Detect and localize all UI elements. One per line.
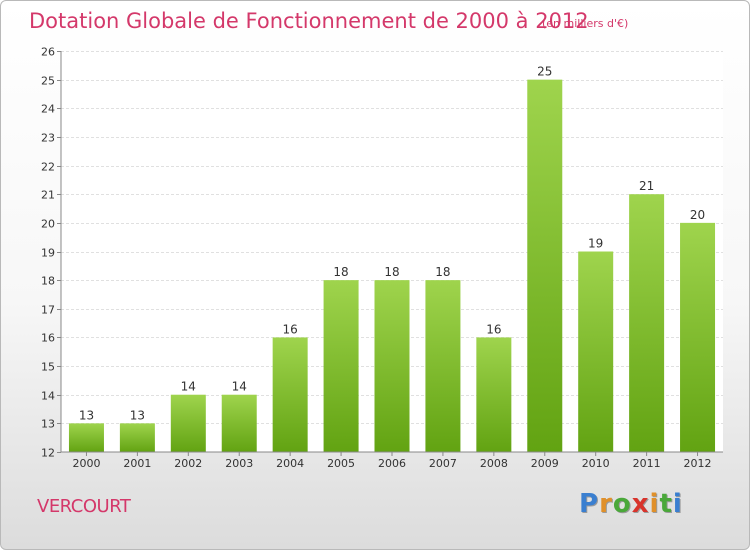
y-tick-label: 26: [41, 46, 55, 59]
data-label: 13: [130, 408, 145, 422]
bar: [629, 194, 665, 452]
y-tick-label: 25: [41, 75, 55, 88]
x-tick-label: 2012: [684, 457, 712, 470]
x-tick-label: 2007: [429, 457, 457, 470]
x-tick-label: 2000: [72, 457, 100, 470]
chart-title: Dotation Globale de Fonctionnement de 20…: [29, 9, 589, 33]
logo-letter: i: [649, 489, 660, 519]
y-tick-label: 21: [41, 189, 55, 202]
y-tick-label: 19: [41, 247, 55, 260]
y-tick-label: 16: [41, 332, 55, 345]
bar: [170, 394, 206, 452]
x-tick-label: 2002: [174, 457, 202, 470]
bar: [680, 222, 716, 452]
x-tick-label: 2003: [225, 457, 253, 470]
y-tick-label: 13: [41, 418, 55, 431]
data-label: 25: [537, 65, 552, 79]
x-tick-label: 2010: [582, 457, 610, 470]
data-label: 16: [486, 322, 501, 336]
y-tick-label: 18: [41, 275, 55, 288]
data-label: 14: [181, 380, 196, 394]
x-tick-label: 2009: [531, 457, 559, 470]
x-tick-label: 2005: [327, 457, 355, 470]
bar: [68, 423, 104, 452]
logo-letter: P: [579, 489, 600, 519]
bar: [221, 394, 257, 452]
proxiti-logo: Proxiti: [579, 489, 683, 519]
data-label: 13: [79, 408, 94, 422]
data-label: 21: [639, 179, 654, 193]
bar: [323, 280, 359, 452]
y-tick-label: 20: [41, 218, 55, 231]
bar: [374, 280, 410, 452]
logo-letter: i: [672, 489, 683, 519]
y-tick-label: 12: [41, 447, 55, 460]
data-label: 18: [435, 265, 450, 279]
data-label: 19: [588, 237, 603, 251]
logo-letter: r: [599, 489, 613, 519]
y-tick-label: 22: [41, 161, 55, 174]
bar: [272, 337, 308, 452]
logo-letter: t: [659, 489, 673, 519]
bar: [527, 79, 563, 453]
bar: [476, 337, 512, 452]
x-tick-label: 2006: [378, 457, 406, 470]
data-label: 20: [690, 208, 705, 222]
y-tick-label: 24: [41, 103, 55, 116]
y-tick-label: 14: [41, 390, 55, 403]
bar: [578, 251, 614, 452]
x-tick-label: 2004: [276, 457, 304, 470]
x-tick-label: 2011: [633, 457, 661, 470]
y-tick-label: 17: [41, 304, 55, 317]
data-label: 14: [232, 380, 247, 394]
y-tick-label: 23: [41, 132, 55, 145]
data-label: 16: [283, 322, 298, 336]
y-tick-label: 15: [41, 361, 55, 374]
data-label: 18: [384, 265, 399, 279]
city-name: VERCOURT: [37, 496, 131, 517]
chart-unit: (en milliers d'€): [542, 17, 629, 30]
bar: [119, 423, 155, 452]
logo-letter: o: [612, 489, 632, 519]
x-tick-label: 2008: [480, 457, 508, 470]
bar: [425, 280, 461, 452]
logo-letter: x: [631, 489, 650, 519]
data-label: 18: [333, 265, 348, 279]
x-tick-label: 2001: [123, 457, 151, 470]
